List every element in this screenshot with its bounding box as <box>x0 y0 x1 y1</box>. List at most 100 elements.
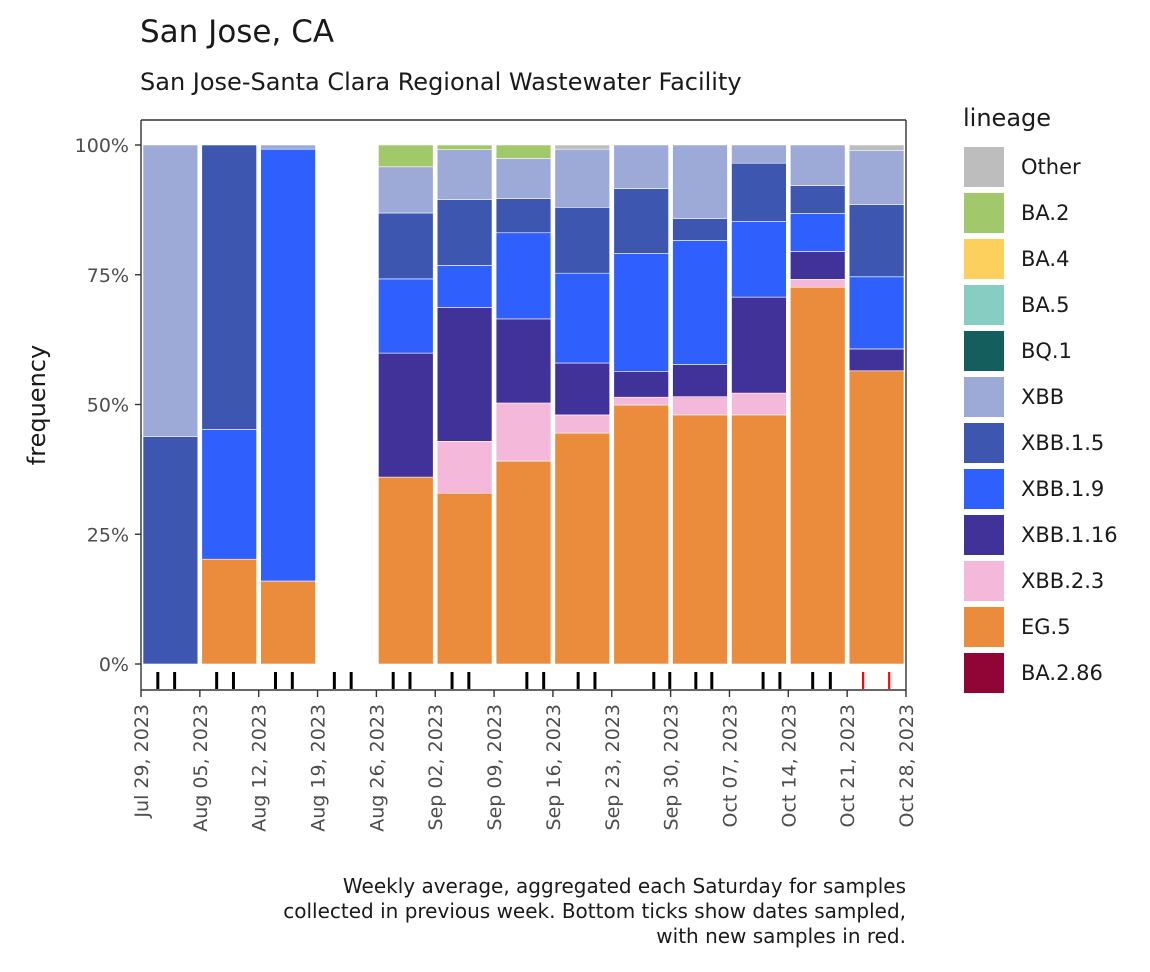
bar-segment-xbb-1-9 <box>436 265 493 308</box>
x-tick-label: Oct 07, 2023 <box>719 704 741 828</box>
legend-item: XBB <box>963 374 1118 420</box>
legend-item: XBB.1.5 <box>963 420 1118 466</box>
legend-label: Other <box>1021 155 1081 179</box>
bar-segment-xbb <box>260 144 316 150</box>
x-tick-label: Aug 12, 2023 <box>249 704 271 832</box>
y-tick-label: 0% <box>99 654 129 676</box>
legend-swatch <box>963 238 1005 280</box>
bar-segment-xbb-1-16 <box>495 318 552 404</box>
legend-item: BQ.1 <box>963 328 1118 374</box>
bar-segment-ba-2 <box>495 144 552 159</box>
bar-segment-eg-5 <box>378 476 434 665</box>
legend-label: XBB.2.3 <box>1021 569 1105 593</box>
chart-subtitle: San Jose-Santa Clara Regional Wastewater… <box>140 68 742 96</box>
bar-segment-xbb-1-9 <box>495 232 552 320</box>
legend-label: XBB.1.9 <box>1021 477 1105 501</box>
bar-segment-xbb <box>731 144 787 164</box>
legend-item: BA.2.86 <box>963 650 1118 696</box>
bar-segment-xbb-1-16 <box>789 251 846 280</box>
legend-label: XBB.1.16 <box>1021 523 1118 547</box>
bar-segment-xbb-1-5 <box>201 144 257 430</box>
legend-label: BA.2.86 <box>1021 661 1103 685</box>
y-tick-label: 25% <box>87 524 129 546</box>
bar-segment-xbb <box>613 144 669 189</box>
bar-segment-xbb-1-5 <box>848 204 905 278</box>
bar-segment-xbb-1-9 <box>672 240 728 365</box>
bar-segment-xbb-1-5 <box>436 199 493 266</box>
sample-date-rug <box>156 672 891 689</box>
legend-swatch <box>963 146 1005 188</box>
x-tick-label: Sep 16, 2023 <box>543 704 565 830</box>
x-tick-label: Jul 29, 2023 <box>131 704 153 819</box>
bar-segment-xbb-1-16 <box>436 307 493 442</box>
legend-label: BQ.1 <box>1021 339 1072 363</box>
bar-segment-eg-5 <box>731 414 787 665</box>
legend-item: BA.5 <box>963 282 1118 328</box>
bar-segment-xbb <box>789 144 846 186</box>
stacked-bar-chart: 0% 25% 50% 75% 100% Jul 29, 2023 Aug 05, 2023 A… <box>23 119 918 832</box>
bar-segment-ba-2 <box>436 144 493 150</box>
legend: lineage Other BA.2 BA.4 BA.5 BQ.1 XBB XBB.1.5 X… <box>963 104 1118 696</box>
bar-segment-xbb <box>495 158 552 199</box>
x-tick-label: Aug 19, 2023 <box>308 704 330 832</box>
bar-segment-xbb <box>848 150 905 205</box>
legend-item: XBB.1.16 <box>963 512 1118 558</box>
bar-segment-xbb-1-5 <box>495 198 552 234</box>
bar-segment-xbb-1-16 <box>613 370 669 398</box>
legend-label: XBB <box>1021 385 1065 409</box>
bar-segment-xbb-1-16 <box>672 364 728 398</box>
bar-segment-xbb-1-5 <box>731 162 787 222</box>
bar-segment-xbb-1-5 <box>378 212 434 280</box>
legend-swatch <box>963 376 1005 418</box>
bar-segment-xbb-1-5 <box>554 207 611 274</box>
legend-swatch <box>963 422 1005 464</box>
y-axis-title: frequency <box>23 345 51 465</box>
y-tick-label: 75% <box>87 265 129 287</box>
bar-segment-xbb-1-5 <box>672 218 728 241</box>
legend-swatch <box>963 468 1005 510</box>
legend-label: EG.5 <box>1021 615 1071 639</box>
legend-swatch <box>963 560 1005 602</box>
bar-segment-xbb <box>378 166 434 214</box>
bar-segment-xbb-1-9 <box>848 276 905 350</box>
x-tick-label: Sep 30, 2023 <box>661 704 683 830</box>
bar-segment-xbb-1-9 <box>731 221 787 298</box>
legend-item: BA.4 <box>963 236 1118 282</box>
bar-segment-eg-5 <box>789 286 846 665</box>
bar-segment-eg-5 <box>201 558 257 665</box>
bar-segment-xbb-1-9 <box>378 278 434 354</box>
bar-segment-ba-2 <box>378 144 434 168</box>
bar-segment-xbb-1-16 <box>378 352 434 478</box>
bar-segment-xbb-2-3 <box>789 279 846 288</box>
bar-segment-xbb-2-3 <box>731 392 787 416</box>
bar-segment-eg-5 <box>495 460 552 665</box>
legend-swatch <box>963 652 1005 694</box>
bar-segment-xbb-2-3 <box>554 414 611 434</box>
bar-segment-eg-5 <box>436 492 493 665</box>
bar-segment-xbb-2-3 <box>436 440 493 494</box>
legend-swatch <box>963 330 1005 372</box>
bar-segment-xbb-2-3 <box>672 396 728 416</box>
bars-layer <box>142 144 905 665</box>
legend-swatch <box>963 514 1005 556</box>
y-tick-label: 50% <box>87 395 129 417</box>
bar-segment-other <box>848 144 905 151</box>
legend-label: BA.5 <box>1021 293 1070 317</box>
x-tick-label: Oct 21, 2023 <box>837 704 859 828</box>
legend-label: XBB.1.5 <box>1021 431 1105 455</box>
bar-segment-xbb <box>436 149 493 200</box>
bar-segment-xbb <box>554 148 611 208</box>
bar-segment-xbb-1-5 <box>142 436 199 665</box>
x-tick-label: Oct 14, 2023 <box>778 704 800 828</box>
x-tick-label: Oct 28, 2023 <box>896 704 918 828</box>
legend-item: BA.2 <box>963 190 1118 236</box>
bar-segment-eg-5 <box>554 432 611 665</box>
bar-segment-xbb-1-16 <box>554 362 611 416</box>
bar-segment-xbb-1-9 <box>554 272 611 364</box>
bar-segment-xbb-1-9 <box>260 148 316 582</box>
bar-segment-xbb-2-3 <box>495 402 552 462</box>
bar-segment-xbb <box>672 144 728 219</box>
legend-label: BA.4 <box>1021 247 1070 271</box>
bar-segment-xbb-1-16 <box>848 348 905 372</box>
bar-segment-xbb-1-9 <box>201 429 257 560</box>
